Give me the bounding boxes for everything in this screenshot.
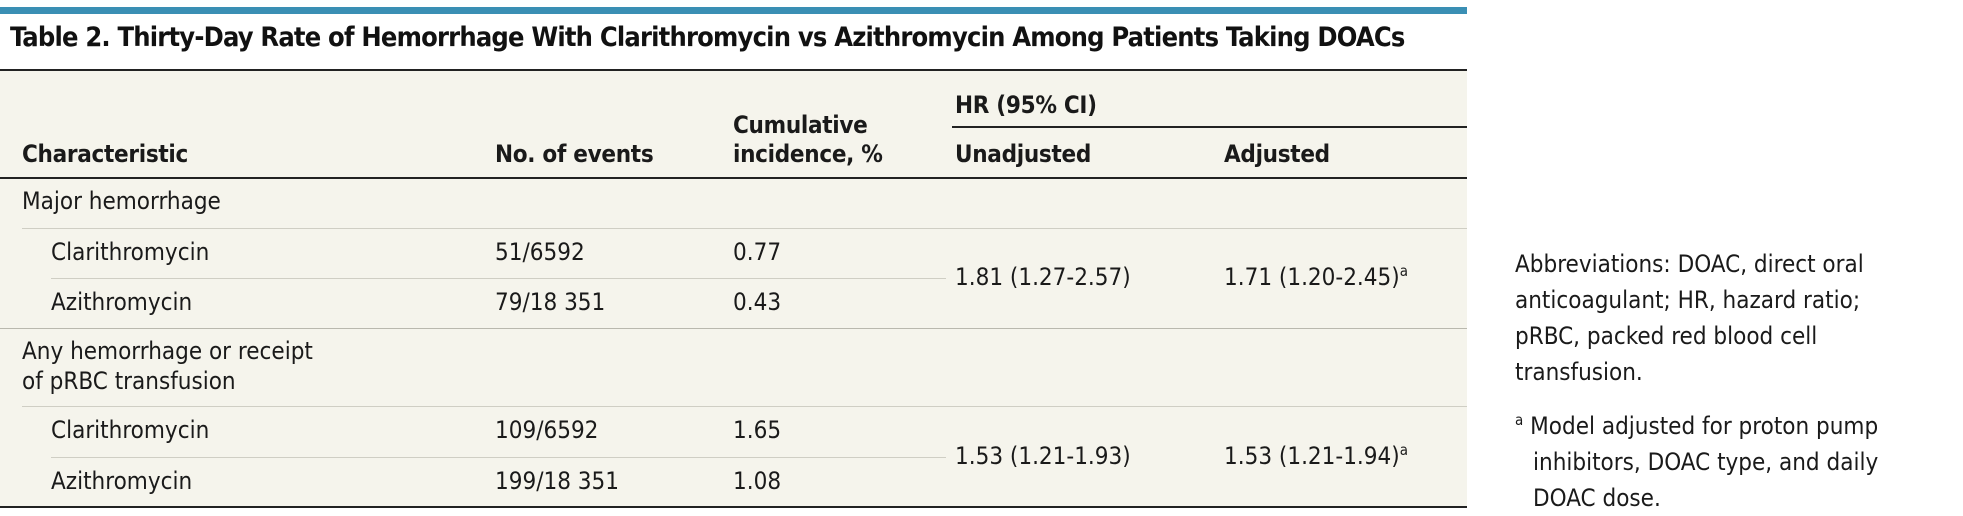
footnote-line: DOAC dose.: [1533, 484, 1661, 512]
table-row-incidence: 0.77: [733, 238, 782, 266]
top-accent-bar: [0, 7, 1467, 14]
table-row-incidence: 1.08: [733, 467, 782, 495]
abbreviations-line: anticoagulant; HR, hazard ratio;: [1515, 286, 1861, 314]
table-row-drug: Clarithromycin: [51, 238, 210, 266]
row-rule: [22, 406, 1467, 407]
header-events: No. of events: [495, 140, 654, 168]
table-body-background: [0, 71, 1467, 507]
hr-unadjusted-value: 1.81 (1.27-2.57): [955, 263, 1131, 291]
footnote-mark: a: [1515, 411, 1524, 429]
bottom-rule: [0, 506, 1467, 508]
header-characteristic: Characteristic: [22, 140, 188, 168]
row-rule: [51, 278, 946, 279]
hr-adjusted-value: 1.53 (1.21-1.94)a: [1224, 441, 1408, 470]
footnote: a Model adjusted for proton pump inhibit…: [1515, 408, 1878, 516]
footnote-mark: a: [1399, 441, 1408, 459]
footnote-line: inhibitors, DOAC type, and daily: [1533, 448, 1879, 476]
row-rule: [51, 457, 946, 458]
header-cumulative-line2: incidence, %: [733, 140, 883, 168]
header-cumulative-line1: Cumulative: [733, 111, 868, 139]
section-rule: [0, 328, 1467, 329]
hr-adjusted-value: 1.71 (1.20-2.45)a: [1224, 262, 1408, 291]
table-row-incidence: 0.43: [733, 288, 782, 316]
table-row-drug: Azithromycin: [51, 467, 193, 495]
abbreviations-line: Abbreviations: DOAC, direct oral: [1515, 250, 1864, 278]
abbreviations-note: Abbreviations: DOAC, direct oral anticoa…: [1515, 246, 1864, 390]
abbreviations-line: pRBC, packed red blood cell: [1515, 322, 1818, 350]
table-row-events: 79/18 351: [495, 288, 606, 316]
section-label-line1: Any hemorrhage or receipt: [22, 337, 313, 365]
table-row-events: 109/6592: [495, 416, 599, 444]
header-hr-group: HR (95% CI): [955, 91, 1097, 119]
footnote-mark: a: [1399, 262, 1408, 280]
header-unadjusted: Unadjusted: [955, 140, 1091, 168]
section-label-line2: of pRBC transfusion: [22, 367, 236, 395]
header-adjusted: Adjusted: [1224, 140, 1330, 168]
hr-group-rule: [952, 126, 1467, 128]
table-row-incidence: 1.65: [733, 416, 782, 444]
row-rule: [22, 228, 1467, 229]
footnote-line: Model adjusted for proton pump: [1530, 412, 1879, 440]
header-rule: [0, 177, 1467, 179]
table-row-events: 199/18 351: [495, 467, 620, 495]
title-rule: [0, 69, 1467, 71]
abbreviations-line: transfusion.: [1515, 358, 1643, 386]
table-row-events: 51/6592: [495, 238, 585, 266]
section-label: Major hemorrhage: [22, 187, 221, 215]
table-title: Table 2. Thirty-Day Rate of Hemorrhage W…: [10, 22, 1405, 53]
hr-unadjusted-value: 1.53 (1.21-1.93): [955, 442, 1131, 470]
table-row-drug: Azithromycin: [51, 288, 193, 316]
table-row-drug: Clarithromycin: [51, 416, 210, 444]
